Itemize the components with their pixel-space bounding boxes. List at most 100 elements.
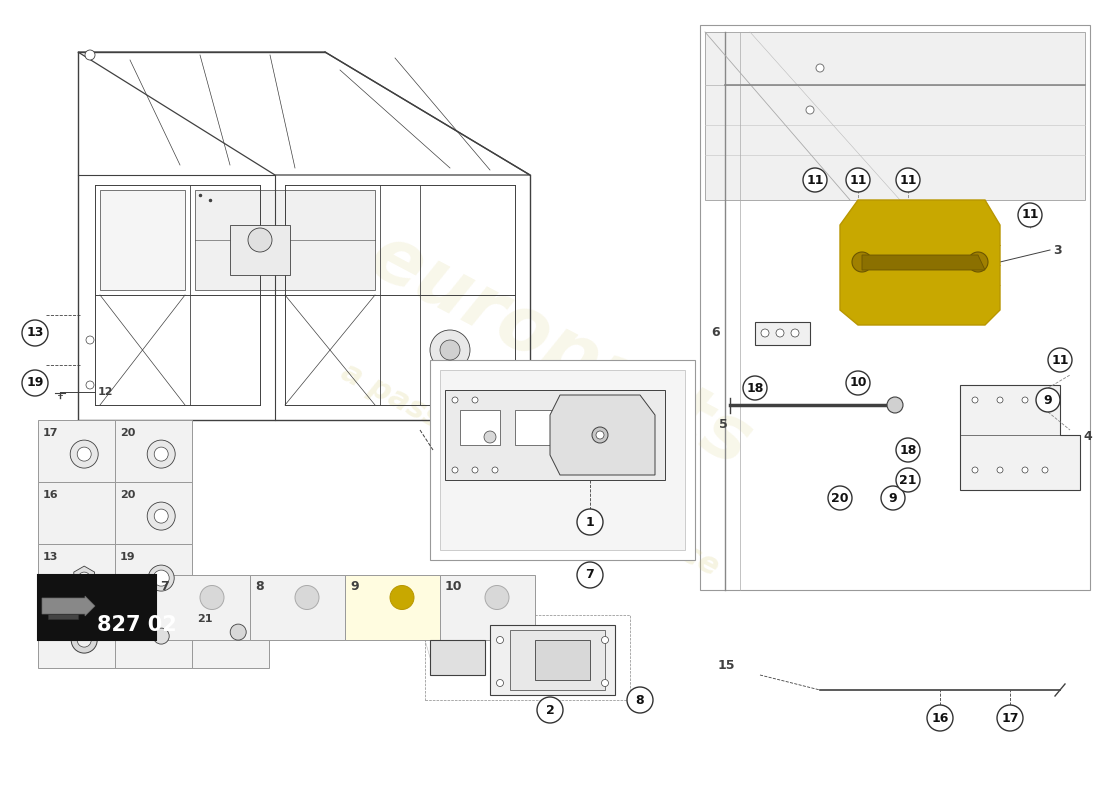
Polygon shape (446, 390, 666, 480)
Circle shape (492, 467, 498, 473)
Circle shape (742, 376, 767, 400)
Circle shape (592, 427, 608, 443)
Circle shape (972, 397, 978, 403)
Text: 4: 4 (1084, 430, 1091, 443)
Circle shape (1048, 348, 1072, 372)
Text: 14: 14 (433, 612, 451, 625)
Text: 11: 11 (1021, 209, 1038, 222)
Text: 21: 21 (197, 614, 212, 624)
Circle shape (1018, 203, 1042, 227)
Circle shape (153, 570, 169, 586)
Circle shape (200, 586, 224, 610)
Circle shape (248, 228, 272, 252)
Bar (39, 420, 116, 482)
Circle shape (22, 370, 48, 396)
Text: 8: 8 (636, 694, 645, 706)
Circle shape (881, 486, 905, 510)
Text: 10: 10 (446, 580, 462, 593)
Text: 7: 7 (160, 580, 168, 593)
Bar (116, 420, 192, 482)
Polygon shape (510, 630, 605, 690)
Circle shape (452, 397, 458, 403)
Text: 16: 16 (43, 490, 58, 500)
Circle shape (485, 586, 509, 610)
Text: 827 02: 827 02 (97, 615, 177, 635)
Text: 16: 16 (932, 711, 948, 725)
Circle shape (596, 431, 604, 439)
Bar (440, 575, 535, 640)
Text: 19: 19 (120, 552, 135, 562)
Circle shape (627, 687, 653, 713)
Circle shape (1042, 467, 1048, 473)
Circle shape (578, 562, 603, 588)
Circle shape (806, 106, 814, 114)
Circle shape (154, 447, 168, 461)
Circle shape (803, 168, 827, 192)
Polygon shape (42, 596, 95, 616)
Text: 2: 2 (546, 703, 554, 717)
Bar (460, 410, 500, 445)
Bar (250, 575, 345, 640)
Bar (230, 225, 290, 275)
Circle shape (440, 340, 460, 360)
Polygon shape (490, 625, 615, 695)
Circle shape (147, 440, 175, 468)
Circle shape (472, 467, 478, 473)
Bar (425, 615, 630, 700)
Circle shape (852, 252, 872, 272)
Circle shape (86, 336, 94, 344)
Circle shape (154, 509, 168, 523)
Polygon shape (705, 32, 1085, 200)
Circle shape (997, 467, 1003, 473)
Text: 18: 18 (900, 443, 916, 457)
Text: 6: 6 (712, 326, 720, 339)
Polygon shape (840, 200, 1000, 325)
Text: 7: 7 (585, 569, 594, 582)
Text: 5: 5 (719, 418, 728, 431)
Bar (345, 575, 440, 640)
Text: 17: 17 (43, 428, 58, 438)
Text: 3: 3 (1053, 243, 1062, 257)
Polygon shape (960, 385, 1080, 490)
Circle shape (390, 586, 414, 610)
Circle shape (846, 371, 870, 395)
Polygon shape (48, 614, 78, 619)
Circle shape (602, 679, 608, 686)
Bar (39, 575, 156, 640)
Bar (155, 575, 250, 640)
Circle shape (927, 705, 953, 731)
Circle shape (776, 329, 784, 337)
Circle shape (85, 50, 95, 60)
Circle shape (997, 397, 1003, 403)
Text: 13: 13 (43, 552, 58, 562)
Circle shape (896, 168, 920, 192)
Circle shape (896, 468, 920, 492)
Text: 18: 18 (746, 382, 763, 394)
Bar (116, 606, 192, 668)
Circle shape (791, 329, 799, 337)
Circle shape (1036, 388, 1060, 412)
Bar (116, 544, 192, 606)
Text: 20: 20 (120, 428, 135, 438)
Bar (440, 370, 685, 550)
Text: 17: 17 (1001, 711, 1019, 725)
Circle shape (153, 628, 169, 644)
Text: 15: 15 (718, 659, 736, 672)
Circle shape (972, 467, 978, 473)
Text: 11: 11 (1052, 354, 1069, 366)
Circle shape (887, 397, 903, 413)
Text: 11: 11 (806, 174, 824, 186)
Circle shape (846, 168, 870, 192)
Polygon shape (100, 190, 185, 290)
Bar (116, 482, 192, 544)
Text: 20: 20 (832, 491, 849, 505)
Text: 11: 11 (849, 174, 867, 186)
Circle shape (78, 572, 90, 584)
Circle shape (496, 637, 504, 643)
Circle shape (496, 679, 504, 686)
Circle shape (896, 438, 920, 462)
Bar (535, 640, 590, 680)
Circle shape (997, 705, 1023, 731)
Circle shape (602, 637, 608, 643)
Text: 9: 9 (889, 491, 898, 505)
